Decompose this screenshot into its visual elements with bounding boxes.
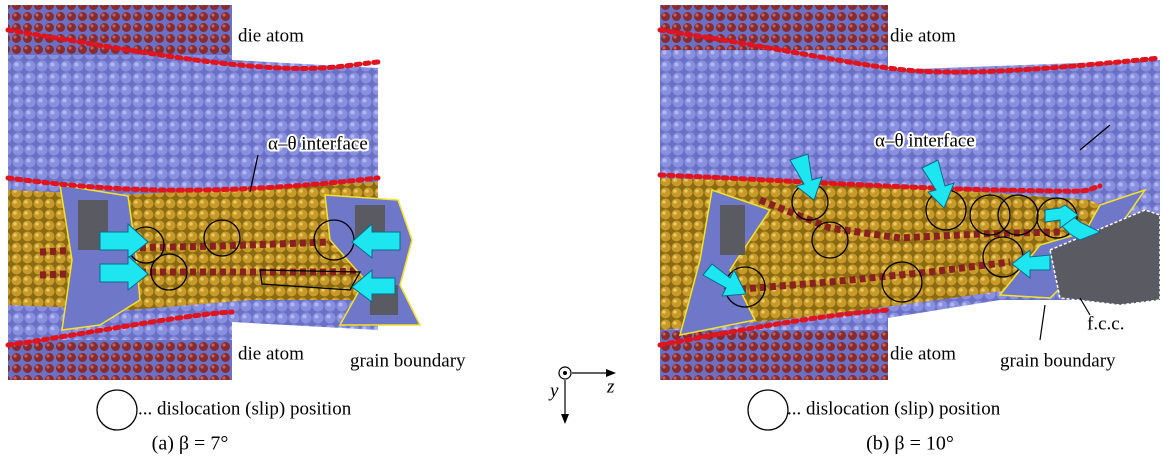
annotation: α–θ interface	[875, 130, 975, 151]
annotation: f.c.c.	[1087, 313, 1124, 334]
annotation: grain boundary	[350, 350, 466, 371]
axis-head	[561, 414, 569, 424]
annotation: grain boundary	[1000, 350, 1116, 371]
caption: (b) β = 10°	[866, 433, 954, 455]
legend-circle	[97, 390, 137, 430]
axes-icon: y z	[548, 367, 616, 424]
die-region	[660, 5, 888, 50]
annotation: die atom	[890, 25, 956, 46]
die-region	[8, 340, 232, 380]
boundary-atoms	[720, 205, 745, 255]
legend-text: ... dislocation (slip) position	[138, 398, 352, 419]
axis-out	[563, 371, 567, 375]
caption: (a) β = 7°	[152, 433, 229, 455]
axis-label: y	[548, 380, 559, 401]
annotation: die atom	[238, 343, 304, 364]
axis-label: z	[606, 376, 615, 397]
legend-text: ... dislocation (slip) position	[787, 398, 1001, 419]
panel-a: die atom α–θ interface die atom grain bo…	[8, 5, 466, 455]
leader-line	[1040, 305, 1045, 340]
legend-circle	[748, 390, 788, 430]
figure: die atom α–θ interface die atom grain bo…	[0, 0, 1165, 463]
annotation: die atom	[890, 343, 956, 364]
annotation: α–θ interface	[268, 133, 368, 154]
annotation: die atom	[238, 25, 304, 46]
panel-b: die atom α–θ interface die atom grain bo…	[660, 5, 1160, 455]
